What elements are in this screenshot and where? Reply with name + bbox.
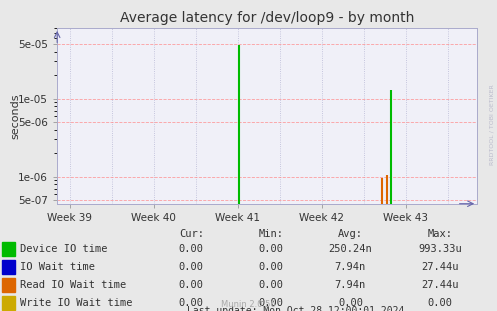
Text: Write IO Wait time: Write IO Wait time	[20, 298, 132, 308]
Text: Munin 2.0.56: Munin 2.0.56	[221, 300, 276, 309]
Text: 0.00: 0.00	[179, 298, 204, 308]
Text: 993.33u: 993.33u	[418, 244, 462, 254]
Text: 0.00: 0.00	[258, 244, 283, 254]
Text: 0.00: 0.00	[258, 280, 283, 290]
Y-axis label: seconds: seconds	[10, 93, 20, 139]
Text: Avg:: Avg:	[338, 230, 363, 239]
Bar	[2, 296, 15, 310]
Text: Device IO time: Device IO time	[20, 244, 107, 254]
Text: IO Wait time: IO Wait time	[20, 262, 95, 272]
Text: 0.00: 0.00	[427, 298, 452, 308]
Text: 7.94n: 7.94n	[335, 262, 366, 272]
Text: 27.44u: 27.44u	[421, 262, 459, 272]
Text: 0.00: 0.00	[258, 298, 283, 308]
Text: 0.00: 0.00	[179, 280, 204, 290]
Bar	[2, 278, 15, 292]
Text: Read IO Wait time: Read IO Wait time	[20, 280, 126, 290]
Text: 7.94n: 7.94n	[335, 280, 366, 290]
Text: Cur:: Cur:	[179, 230, 204, 239]
Bar	[2, 260, 15, 274]
Text: 0.00: 0.00	[258, 262, 283, 272]
Text: RRDTOOL / TOBI OETIKER: RRDTOOL / TOBI OETIKER	[490, 84, 495, 165]
Text: 0.00: 0.00	[179, 244, 204, 254]
Text: Min:: Min:	[258, 230, 283, 239]
Bar	[2, 242, 15, 256]
Text: 250.24n: 250.24n	[329, 244, 372, 254]
Text: 0.00: 0.00	[338, 298, 363, 308]
Text: Last update: Mon Oct 28 12:00:01 2024: Last update: Mon Oct 28 12:00:01 2024	[187, 306, 405, 311]
Text: Max:: Max:	[427, 230, 452, 239]
Text: 27.44u: 27.44u	[421, 280, 459, 290]
Text: 0.00: 0.00	[179, 262, 204, 272]
Title: Average latency for /dev/loop9 - by month: Average latency for /dev/loop9 - by mont…	[120, 12, 414, 26]
